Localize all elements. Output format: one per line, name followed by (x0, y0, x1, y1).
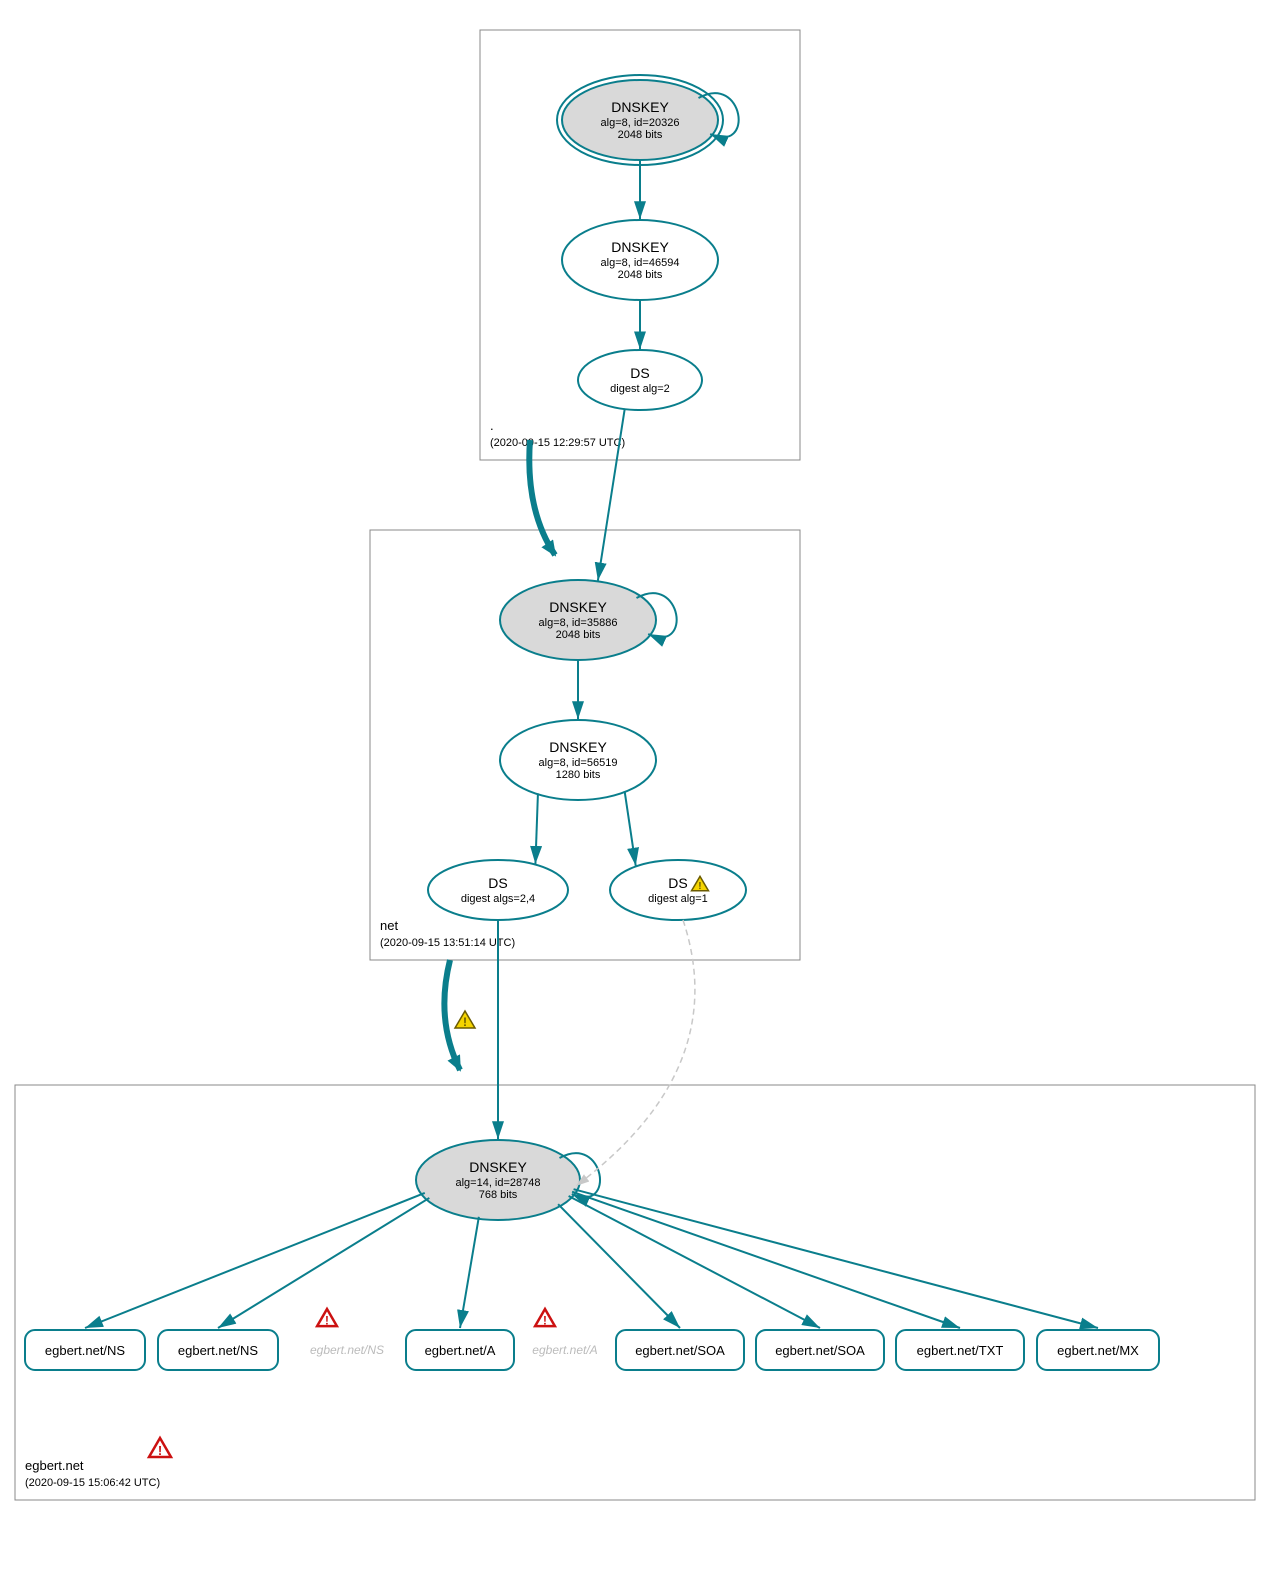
svg-text:DNSKEY: DNSKEY (549, 599, 607, 615)
svg-text:egbert.net/NS: egbert.net/NS (45, 1343, 126, 1358)
node-root_zsk: DNSKEY alg=8, id=465942048 bits (562, 220, 718, 300)
node-net_ds2: DS digest alg=1 (610, 860, 746, 920)
svg-text:DS: DS (630, 365, 649, 381)
svg-text:egbert.net/TXT: egbert.net/TXT (917, 1343, 1004, 1358)
svg-text:egbert.net/A: egbert.net/A (532, 1343, 597, 1357)
svg-text:egbert.net: egbert.net (25, 1458, 84, 1473)
svg-text:(2020-09-15 12:29:57 UTC): (2020-09-15 12:29:57 UTC) (490, 437, 625, 449)
svg-text:net: net (380, 918, 398, 933)
svg-text:egbert.net/SOA: egbert.net/SOA (635, 1343, 725, 1358)
error-icon: ! (535, 1309, 555, 1327)
svg-text:alg=8, id=46594: alg=8, id=46594 (601, 257, 680, 269)
edge-leaf (460, 1217, 479, 1328)
svg-text:DNSKEY: DNSKEY (469, 1159, 527, 1175)
svg-text:DNSKEY: DNSKEY (549, 739, 607, 755)
svg-text:!: ! (698, 881, 701, 892)
svg-text:egbert.net/NS: egbert.net/NS (310, 1343, 384, 1357)
svg-text:egbert.net/SOA: egbert.net/SOA (775, 1343, 865, 1358)
svg-text:!: ! (543, 1314, 547, 1327)
svg-text:digest alg=2: digest alg=2 (610, 383, 670, 395)
zone-box-egbert (15, 1085, 1255, 1500)
svg-text:egbert.net/NS: egbert.net/NS (178, 1343, 259, 1358)
error-icon: ! (317, 1309, 337, 1327)
edge-leaf (574, 1189, 1098, 1328)
svg-text:1280 bits: 1280 bits (556, 769, 601, 781)
delegation-arrow (444, 960, 460, 1070)
svg-text:DNSKEY: DNSKEY (611, 99, 669, 115)
svg-text:DS: DS (488, 875, 507, 891)
svg-text:digest alg=1: digest alg=1 (648, 893, 708, 905)
svg-text:(2020-09-15 13:51:14 UTC): (2020-09-15 13:51:14 UTC) (380, 937, 515, 949)
svg-text:digest algs=2,4: digest algs=2,4 (461, 893, 535, 905)
svg-text:egbert.net/A: egbert.net/A (425, 1343, 496, 1358)
svg-text:alg=8, id=35886: alg=8, id=35886 (539, 617, 618, 629)
edge (598, 408, 625, 580)
svg-text:DS: DS (668, 875, 687, 891)
node-net_zsk: DNSKEY alg=8, id=565191280 bits (500, 720, 656, 800)
svg-text:.: . (490, 418, 494, 433)
svg-text:2048 bits: 2048 bits (618, 269, 663, 281)
svg-text:!: ! (158, 1443, 162, 1458)
dnssec-diagram: . (2020-09-15 12:29:57 UTC) net (2020-09-15… (0, 0, 1271, 1577)
edge (535, 793, 538, 864)
svg-text:!: ! (463, 1015, 467, 1029)
node-net_ds1: DS digest algs=2,4 (428, 860, 568, 920)
svg-text:egbert.net/MX: egbert.net/MX (1057, 1343, 1139, 1358)
svg-text:2048 bits: 2048 bits (618, 129, 663, 141)
svg-text:alg=8, id=56519: alg=8, id=56519 (539, 757, 618, 769)
edge-leaf (572, 1192, 960, 1328)
svg-text:DNSKEY: DNSKEY (611, 239, 669, 255)
svg-text:!: ! (325, 1314, 329, 1327)
svg-text:(2020-09-15 15:06:42 UTC): (2020-09-15 15:06:42 UTC) (25, 1477, 160, 1489)
svg-text:alg=8, id=20326: alg=8, id=20326 (601, 117, 680, 129)
svg-text:768 bits: 768 bits (479, 1189, 518, 1201)
edge-leaf (569, 1196, 820, 1328)
edge-leaf (85, 1193, 425, 1328)
delegation-arrow (529, 440, 555, 555)
node-net_ksk: DNSKEY alg=8, id=358862048 bits (500, 580, 656, 660)
node-egbert_key: DNSKEY alg=14, id=28748768 bits (416, 1140, 580, 1220)
edge (625, 791, 636, 866)
svg-text:alg=14, id=28748: alg=14, id=28748 (455, 1177, 540, 1189)
node-root_ds: DS digest alg=2 (578, 350, 702, 410)
warning-icon: ! (455, 1011, 475, 1029)
node-root_ksk: DNSKEY alg=8, id=203262048 bits (557, 75, 723, 165)
svg-text:2048 bits: 2048 bits (556, 629, 601, 641)
error-icon: ! (149, 1438, 171, 1458)
